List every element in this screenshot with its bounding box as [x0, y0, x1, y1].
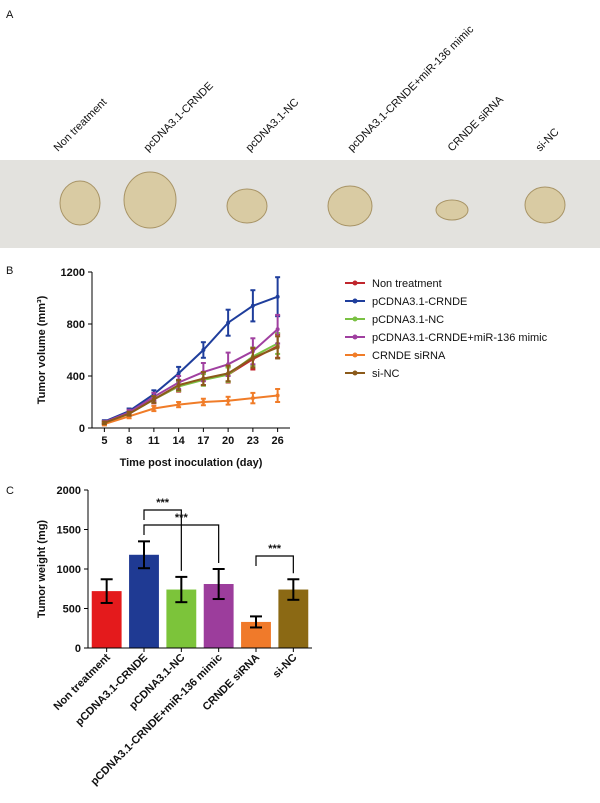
sample-label: Non treatment: [52, 96, 110, 154]
y-tick-label: 2000: [57, 485, 81, 497]
legend-label: pCDNA3.1-NC: [372, 314, 444, 326]
significance-label: ***: [175, 512, 189, 524]
x-tick-label: 17: [197, 435, 209, 447]
legend-swatch: [352, 352, 358, 358]
x-tick-label: 20: [222, 435, 234, 447]
y-tick-label: 800: [67, 319, 85, 331]
point: [201, 348, 206, 352]
line: [103, 295, 278, 423]
y-tick-label: 0: [79, 423, 85, 435]
significance-label: ***: [268, 543, 282, 555]
point: [201, 376, 206, 381]
point: [275, 294, 280, 299]
y-tick-label: 0: [75, 643, 81, 655]
legend-swatch: [352, 334, 358, 340]
panel-label: A: [6, 9, 14, 21]
series: [101, 335, 281, 426]
point: [250, 355, 255, 360]
legend-label: pCDNA3.1-CRNDE+miR-136 mimic: [372, 332, 548, 344]
point: [226, 371, 231, 376]
legend-swatch: [352, 370, 358, 376]
legend-label: CRNDE siRNA: [372, 350, 446, 362]
x-axis-title: Time post inoculation (day): [120, 457, 263, 469]
legend-label: si-NC: [372, 368, 400, 380]
x-tick-label: 11: [148, 435, 160, 447]
point: [250, 396, 255, 401]
sample-label: CRNDE siRNA: [446, 93, 507, 154]
line: [104, 346, 279, 424]
y-axis-title: Tumor volume (mm³): [36, 295, 48, 404]
point: [151, 406, 156, 411]
legend-swatch: [352, 280, 358, 286]
y-axis-title: Tumor weight (mg): [36, 520, 48, 619]
y-tick-label: 500: [63, 604, 81, 616]
x-tick-label: pCDNA3.1-CRNDE: [73, 652, 150, 729]
point: [275, 393, 280, 398]
legend-label: pCDNA3.1-CRNDE: [372, 296, 467, 308]
point: [226, 320, 231, 325]
point: [151, 397, 156, 402]
point: [102, 420, 107, 425]
line: [104, 394, 278, 426]
x-tick-label: si-NC: [271, 652, 300, 681]
x-tick-label: 14: [173, 435, 186, 447]
point: [176, 371, 181, 376]
legend-swatch: [352, 298, 358, 304]
point: [250, 303, 255, 308]
y-tick-label: 1500: [57, 525, 81, 537]
point: [176, 402, 181, 407]
y-tick-label: 1200: [61, 267, 85, 279]
legend-label: Non treatment: [372, 278, 442, 290]
point: [176, 383, 181, 388]
x-tick-label: 23: [247, 435, 259, 447]
sample-label: pcDNA3.1-NC: [244, 96, 302, 154]
bar: [129, 554, 159, 648]
x-tick-label: 8: [126, 435, 132, 447]
significance-bracket: [255, 555, 294, 574]
x-tick-label: pCDNA3.1-CRNDE+miR-136 mimic: [89, 652, 225, 788]
tumors: [59, 171, 566, 229]
point: [226, 398, 231, 403]
legend-swatch: [352, 316, 358, 322]
point: [201, 400, 206, 404]
x-tick-label: 26: [272, 435, 284, 447]
point: [275, 327, 280, 332]
point: [127, 411, 132, 416]
sample-label: si-NC: [534, 126, 562, 154]
x-tick-label: 5: [101, 435, 107, 447]
panel-label: B: [6, 265, 13, 277]
significance-label: ***: [156, 497, 170, 509]
point: [275, 345, 280, 350]
y-tick-label: 1000: [57, 564, 81, 576]
significance-bracket: [143, 509, 182, 571]
significance-bracket: [143, 524, 220, 563]
sample-label: pcDNA3.1-CRNDE: [142, 80, 216, 154]
panel-label: C: [6, 485, 14, 497]
line: [104, 328, 279, 424]
y-tick-label: 400: [67, 371, 85, 383]
